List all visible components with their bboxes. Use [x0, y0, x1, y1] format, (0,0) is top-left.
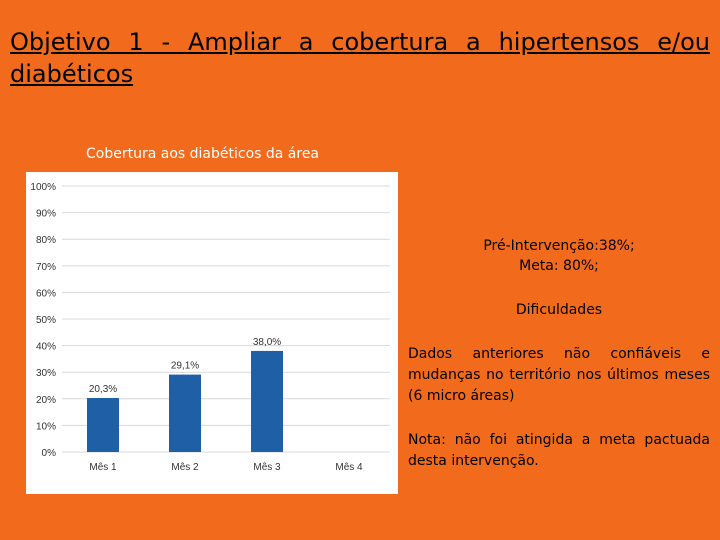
- y-tick-label: 10%: [36, 421, 56, 432]
- goal-text: Meta: 80%;: [519, 258, 599, 274]
- x-tick-label: Mês 1: [89, 462, 117, 473]
- bar: [87, 398, 119, 452]
- difficulties-text: Dados anteriores não confiáveis e mudanç…: [408, 346, 710, 404]
- y-tick-label: 30%: [36, 368, 56, 379]
- x-tick-label: Mês 3: [253, 462, 281, 473]
- y-tick-label: 50%: [36, 315, 56, 326]
- x-tick-label: Mês 4: [335, 462, 363, 473]
- y-tick-label: 90%: [36, 209, 56, 220]
- y-tick-label: 20%: [36, 395, 56, 406]
- pre-intervention-text: Pré-Intervenção:38%;: [483, 238, 635, 254]
- y-tick-label: 40%: [36, 342, 56, 353]
- chart-panel: 0% 10% 20% 30% 40% 50% 60% 70% 80% 90% 100% 20,3% Mê…: [26, 172, 398, 494]
- bar-chart: 0% 10% 20% 30% 40% 50% 60% 70% 80% 90% 100% 20,3% Mê…: [30, 182, 390, 473]
- metrics-block: Pré-Intervenção:38%; Meta: 80%;: [408, 236, 710, 276]
- note-text: Nota: não foi atingida a meta pactuada d…: [408, 432, 710, 469]
- y-tick-label: 70%: [36, 262, 56, 273]
- bar: [251, 350, 283, 452]
- data-label: 29,1%: [171, 361, 199, 372]
- x-tick-label: Mês 2: [171, 462, 199, 473]
- y-tick-label: 0%: [42, 448, 57, 459]
- slide-title: Objetivo 1 - Ampliar a cobertura a hiper…: [10, 28, 710, 88]
- difficulties-heading: Dificuldades: [515, 302, 603, 318]
- chart-caption: Cobertura aos diabéticos da área: [86, 146, 320, 162]
- data-label: 20,3%: [89, 384, 117, 395]
- y-tick-label: 100%: [30, 182, 56, 193]
- y-tick-label: 60%: [36, 288, 56, 299]
- y-tick-label: 80%: [36, 235, 56, 246]
- data-label: 38,0%: [253, 337, 281, 348]
- bar: [169, 374, 201, 452]
